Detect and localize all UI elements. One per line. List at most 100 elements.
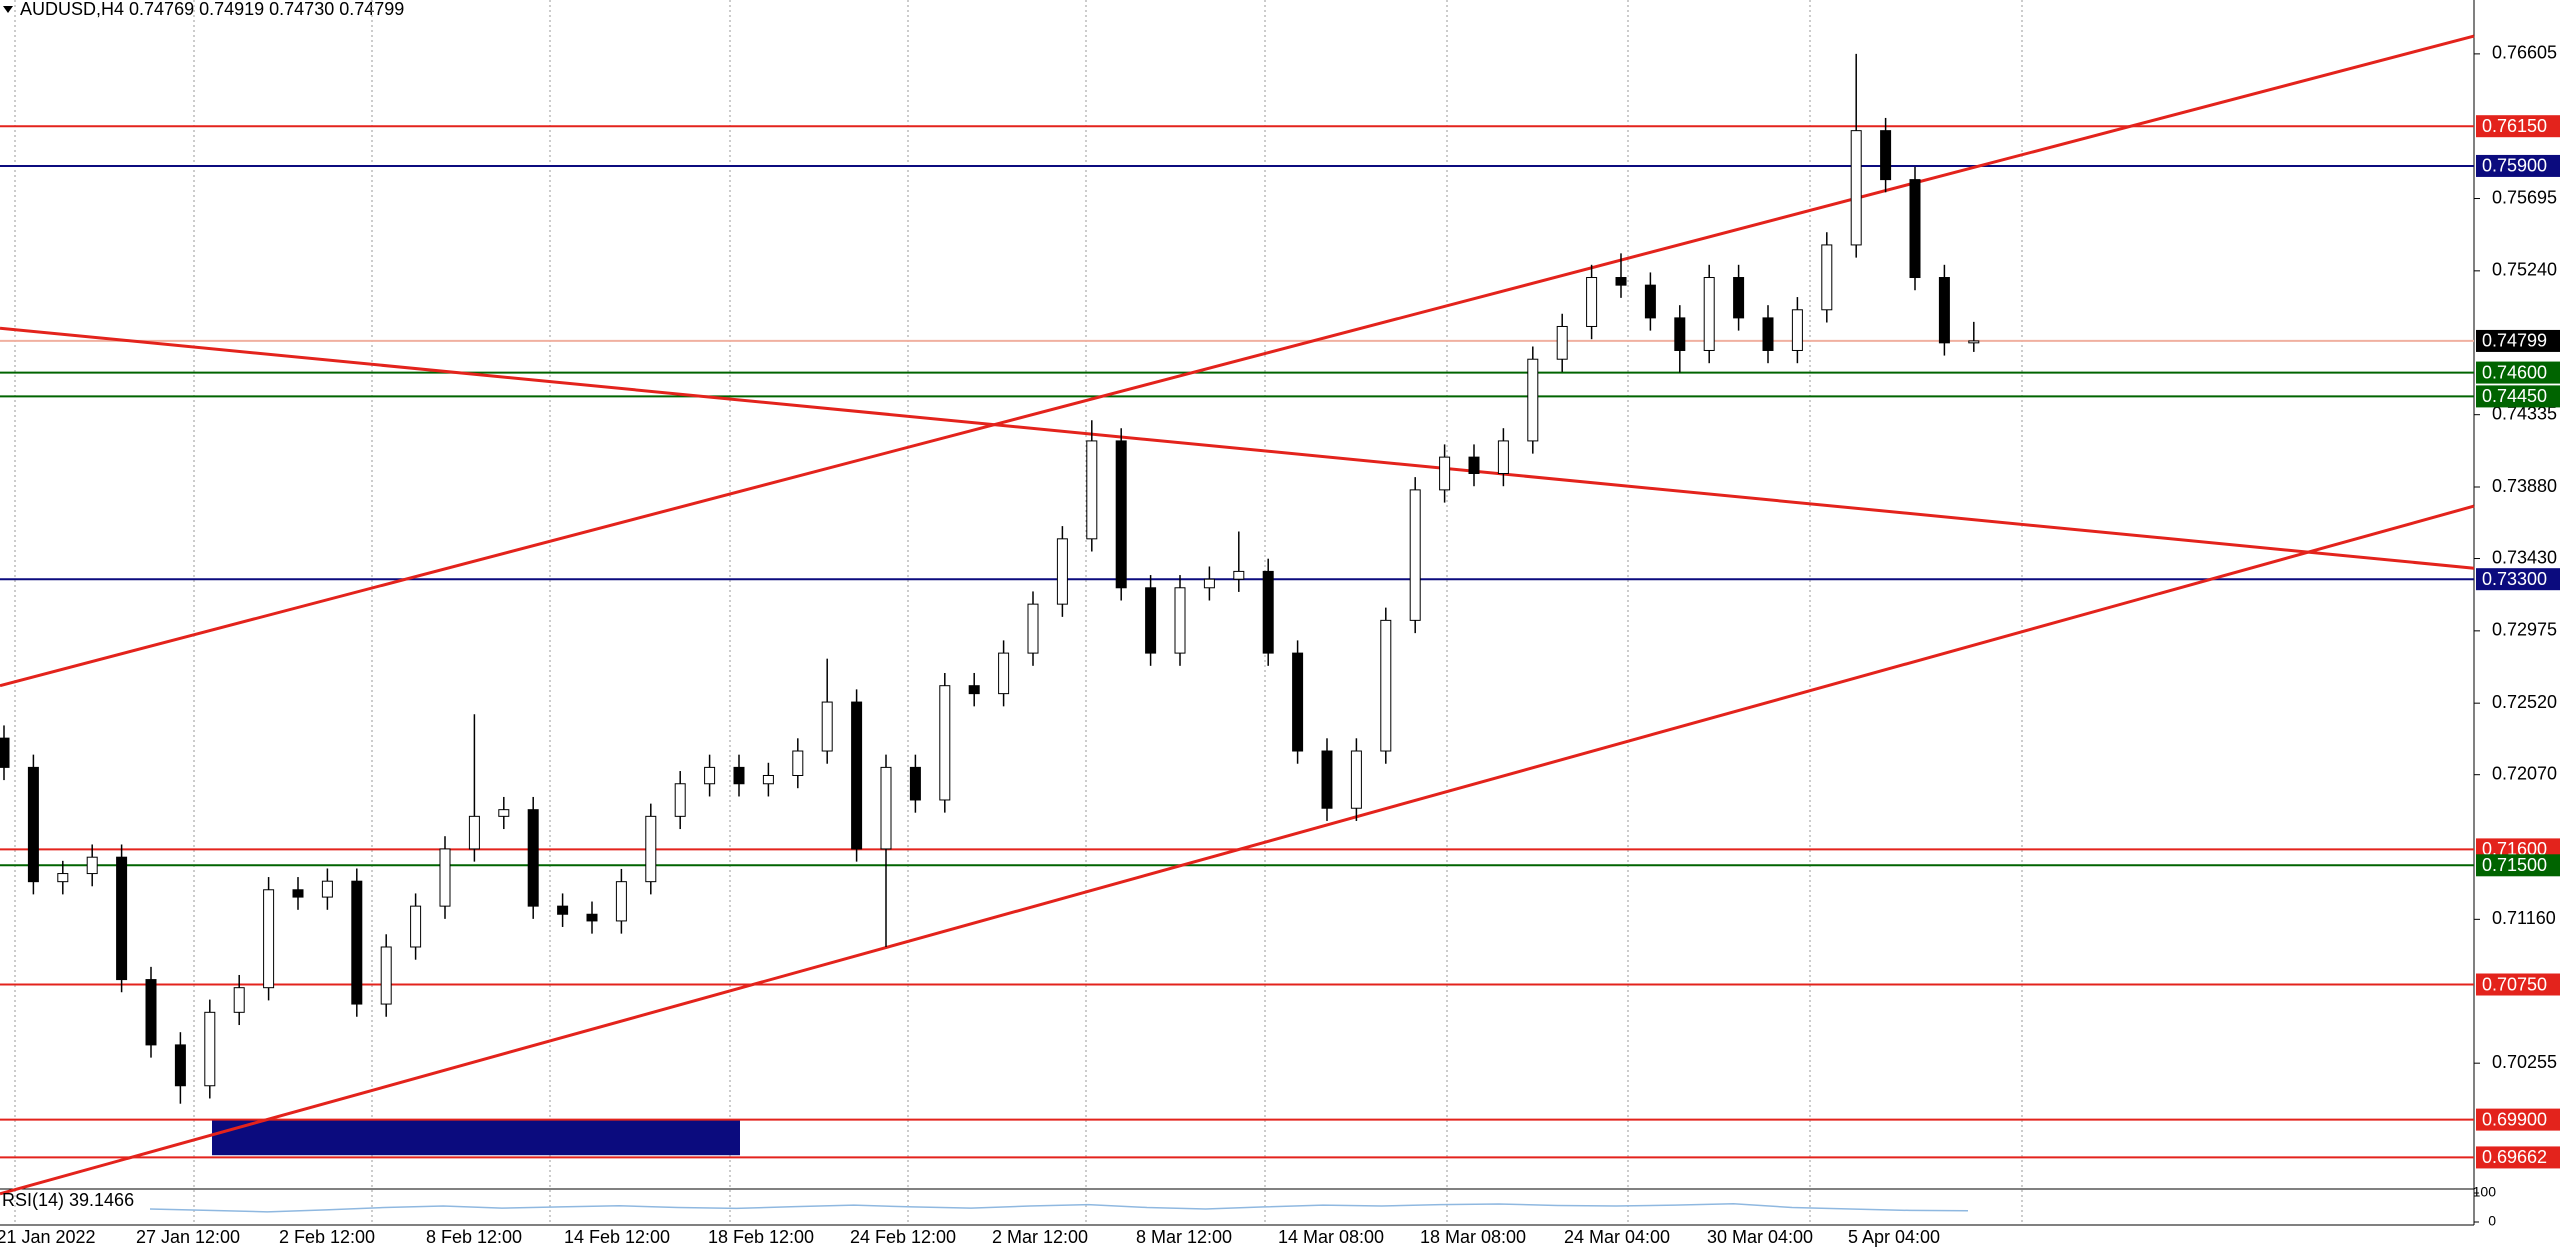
candle-body <box>0 737 10 768</box>
x-tick-label: 2 Feb 12:00 <box>279 1227 375 1247</box>
x-tick-label: 14 Feb 12:00 <box>564 1227 670 1247</box>
level-tag <box>2476 854 2560 877</box>
candle-body <box>1115 440 1127 589</box>
candle-body <box>116 856 128 981</box>
trendline <box>0 34 2475 688</box>
candle-body <box>733 766 745 785</box>
candle-body <box>1850 130 1862 246</box>
candle-body <box>1468 456 1480 474</box>
level-tag <box>2476 385 2560 408</box>
menu-arrow[interactable] <box>3 6 13 13</box>
y-tick-label: 0.75695 <box>2492 187 2557 207</box>
candle-body <box>1880 130 1892 181</box>
candle-body <box>1262 570 1274 654</box>
candle-body <box>1086 440 1098 540</box>
candle-body <box>1821 244 1833 311</box>
candle-body <box>145 979 157 1046</box>
level-tag <box>2476 973 2560 996</box>
y-tick-label: 0.73880 <box>2492 476 2557 496</box>
x-tick-label: 5 Apr 04:00 <box>1848 1227 1940 1247</box>
candle-body <box>1556 325 1568 360</box>
candle-body <box>204 1011 216 1087</box>
candle-body <box>968 685 980 695</box>
y-tick-label: 0.74335 <box>2492 403 2557 423</box>
trendline <box>0 504 2475 1196</box>
candle-body <box>1497 440 1509 474</box>
x-tick-label: 14 Mar 08:00 <box>1278 1227 1384 1247</box>
candle-body <box>909 766 921 801</box>
candle-body <box>792 750 804 776</box>
candle-body <box>880 766 892 850</box>
y-tick-label: 0.76605 <box>2492 43 2557 63</box>
rsi-tick-label: 100 <box>2473 1184 2497 1200</box>
level-tag <box>2476 115 2560 138</box>
candle-body <box>292 889 304 898</box>
candle-body <box>704 766 716 785</box>
candle-body <box>1938 277 1950 344</box>
level-tag <box>2476 1146 2560 1169</box>
candle-body <box>762 774 774 785</box>
candle-body <box>557 905 569 915</box>
zone <box>212 1119 740 1156</box>
x-tick-label: 30 Mar 04:00 <box>1707 1227 1813 1247</box>
candle-body <box>439 848 451 907</box>
rsi-label: RSI(14) 39.1466 <box>2 1190 134 1210</box>
candle-body <box>321 880 333 898</box>
level-label: 0.71500 <box>2482 855 2547 875</box>
level-label: 0.70750 <box>2482 974 2547 994</box>
candle-body <box>674 783 686 817</box>
candle-body <box>233 987 245 1013</box>
candle-body <box>851 701 863 850</box>
level-tag <box>2476 154 2560 177</box>
candle-body <box>1615 277 1627 286</box>
candle-body <box>1968 340 1980 344</box>
candle-body <box>174 1044 186 1087</box>
level-label: 0.74450 <box>2482 386 2547 406</box>
y-tick-label: 0.72975 <box>2492 620 2557 640</box>
candle-body <box>86 856 98 875</box>
level-tag <box>2476 329 2560 352</box>
candle-body <box>586 913 598 922</box>
y-tick-label: 0.70255 <box>2492 1052 2557 1072</box>
x-tick-label: 18 Mar 08:00 <box>1420 1227 1526 1247</box>
x-tick-label: 8 Feb 12:00 <box>426 1227 522 1247</box>
candle-body <box>468 815 480 850</box>
y-tick-label: 0.73430 <box>2492 547 2557 567</box>
candle-body <box>939 685 951 801</box>
candle-body <box>821 701 833 752</box>
candle-body <box>527 809 539 907</box>
level-tag <box>2476 568 2560 591</box>
x-tick-label: 21 Jan 2022 <box>0 1227 96 1247</box>
candle-body <box>1203 578 1215 589</box>
candle-body <box>410 905 422 948</box>
candle-body <box>351 880 363 1005</box>
candle-body <box>1644 284 1656 319</box>
candle-body <box>1674 317 1686 351</box>
level-label: 0.75900 <box>2482 156 2547 176</box>
x-tick-label: 24 Mar 04:00 <box>1564 1227 1670 1247</box>
candle-body <box>1233 570 1245 580</box>
candle-body <box>1409 489 1421 621</box>
candle-body <box>1145 587 1157 654</box>
chart-title: AUDUSD,H4 0.74769 0.74919 0.74730 0.7479… <box>20 0 404 19</box>
candle-body <box>1527 358 1539 442</box>
level-label: 0.74600 <box>2482 362 2547 382</box>
level-tag <box>2476 361 2560 384</box>
candle-body <box>1586 277 1598 327</box>
level-label: 0.74799 <box>2482 331 2547 351</box>
candle-body <box>1292 652 1304 752</box>
x-tick-label: 27 Jan 12:00 <box>136 1227 240 1247</box>
candle-body <box>645 815 657 883</box>
candle-body <box>27 766 39 883</box>
trendline <box>0 326 2475 570</box>
y-tick-label: 0.71160 <box>2492 908 2556 928</box>
candle-body <box>1321 750 1333 809</box>
candle-body <box>1909 179 1921 279</box>
candle-body <box>615 881 627 922</box>
level-tag <box>2476 1108 2560 1131</box>
level-label: 0.69662 <box>2482 1147 2547 1167</box>
level-label: 0.69900 <box>2482 1109 2547 1129</box>
candle-body <box>498 809 510 817</box>
y-tick-label: 0.72070 <box>2492 763 2557 783</box>
